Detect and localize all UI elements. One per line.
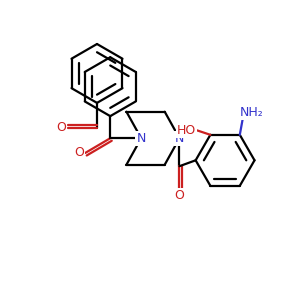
- Text: N: N: [136, 132, 146, 145]
- Text: N: N: [175, 132, 184, 145]
- Text: O: O: [56, 122, 66, 134]
- Text: HO: HO: [177, 124, 196, 137]
- Text: O: O: [74, 146, 84, 159]
- Text: O: O: [175, 189, 184, 202]
- Text: NH₂: NH₂: [240, 106, 263, 119]
